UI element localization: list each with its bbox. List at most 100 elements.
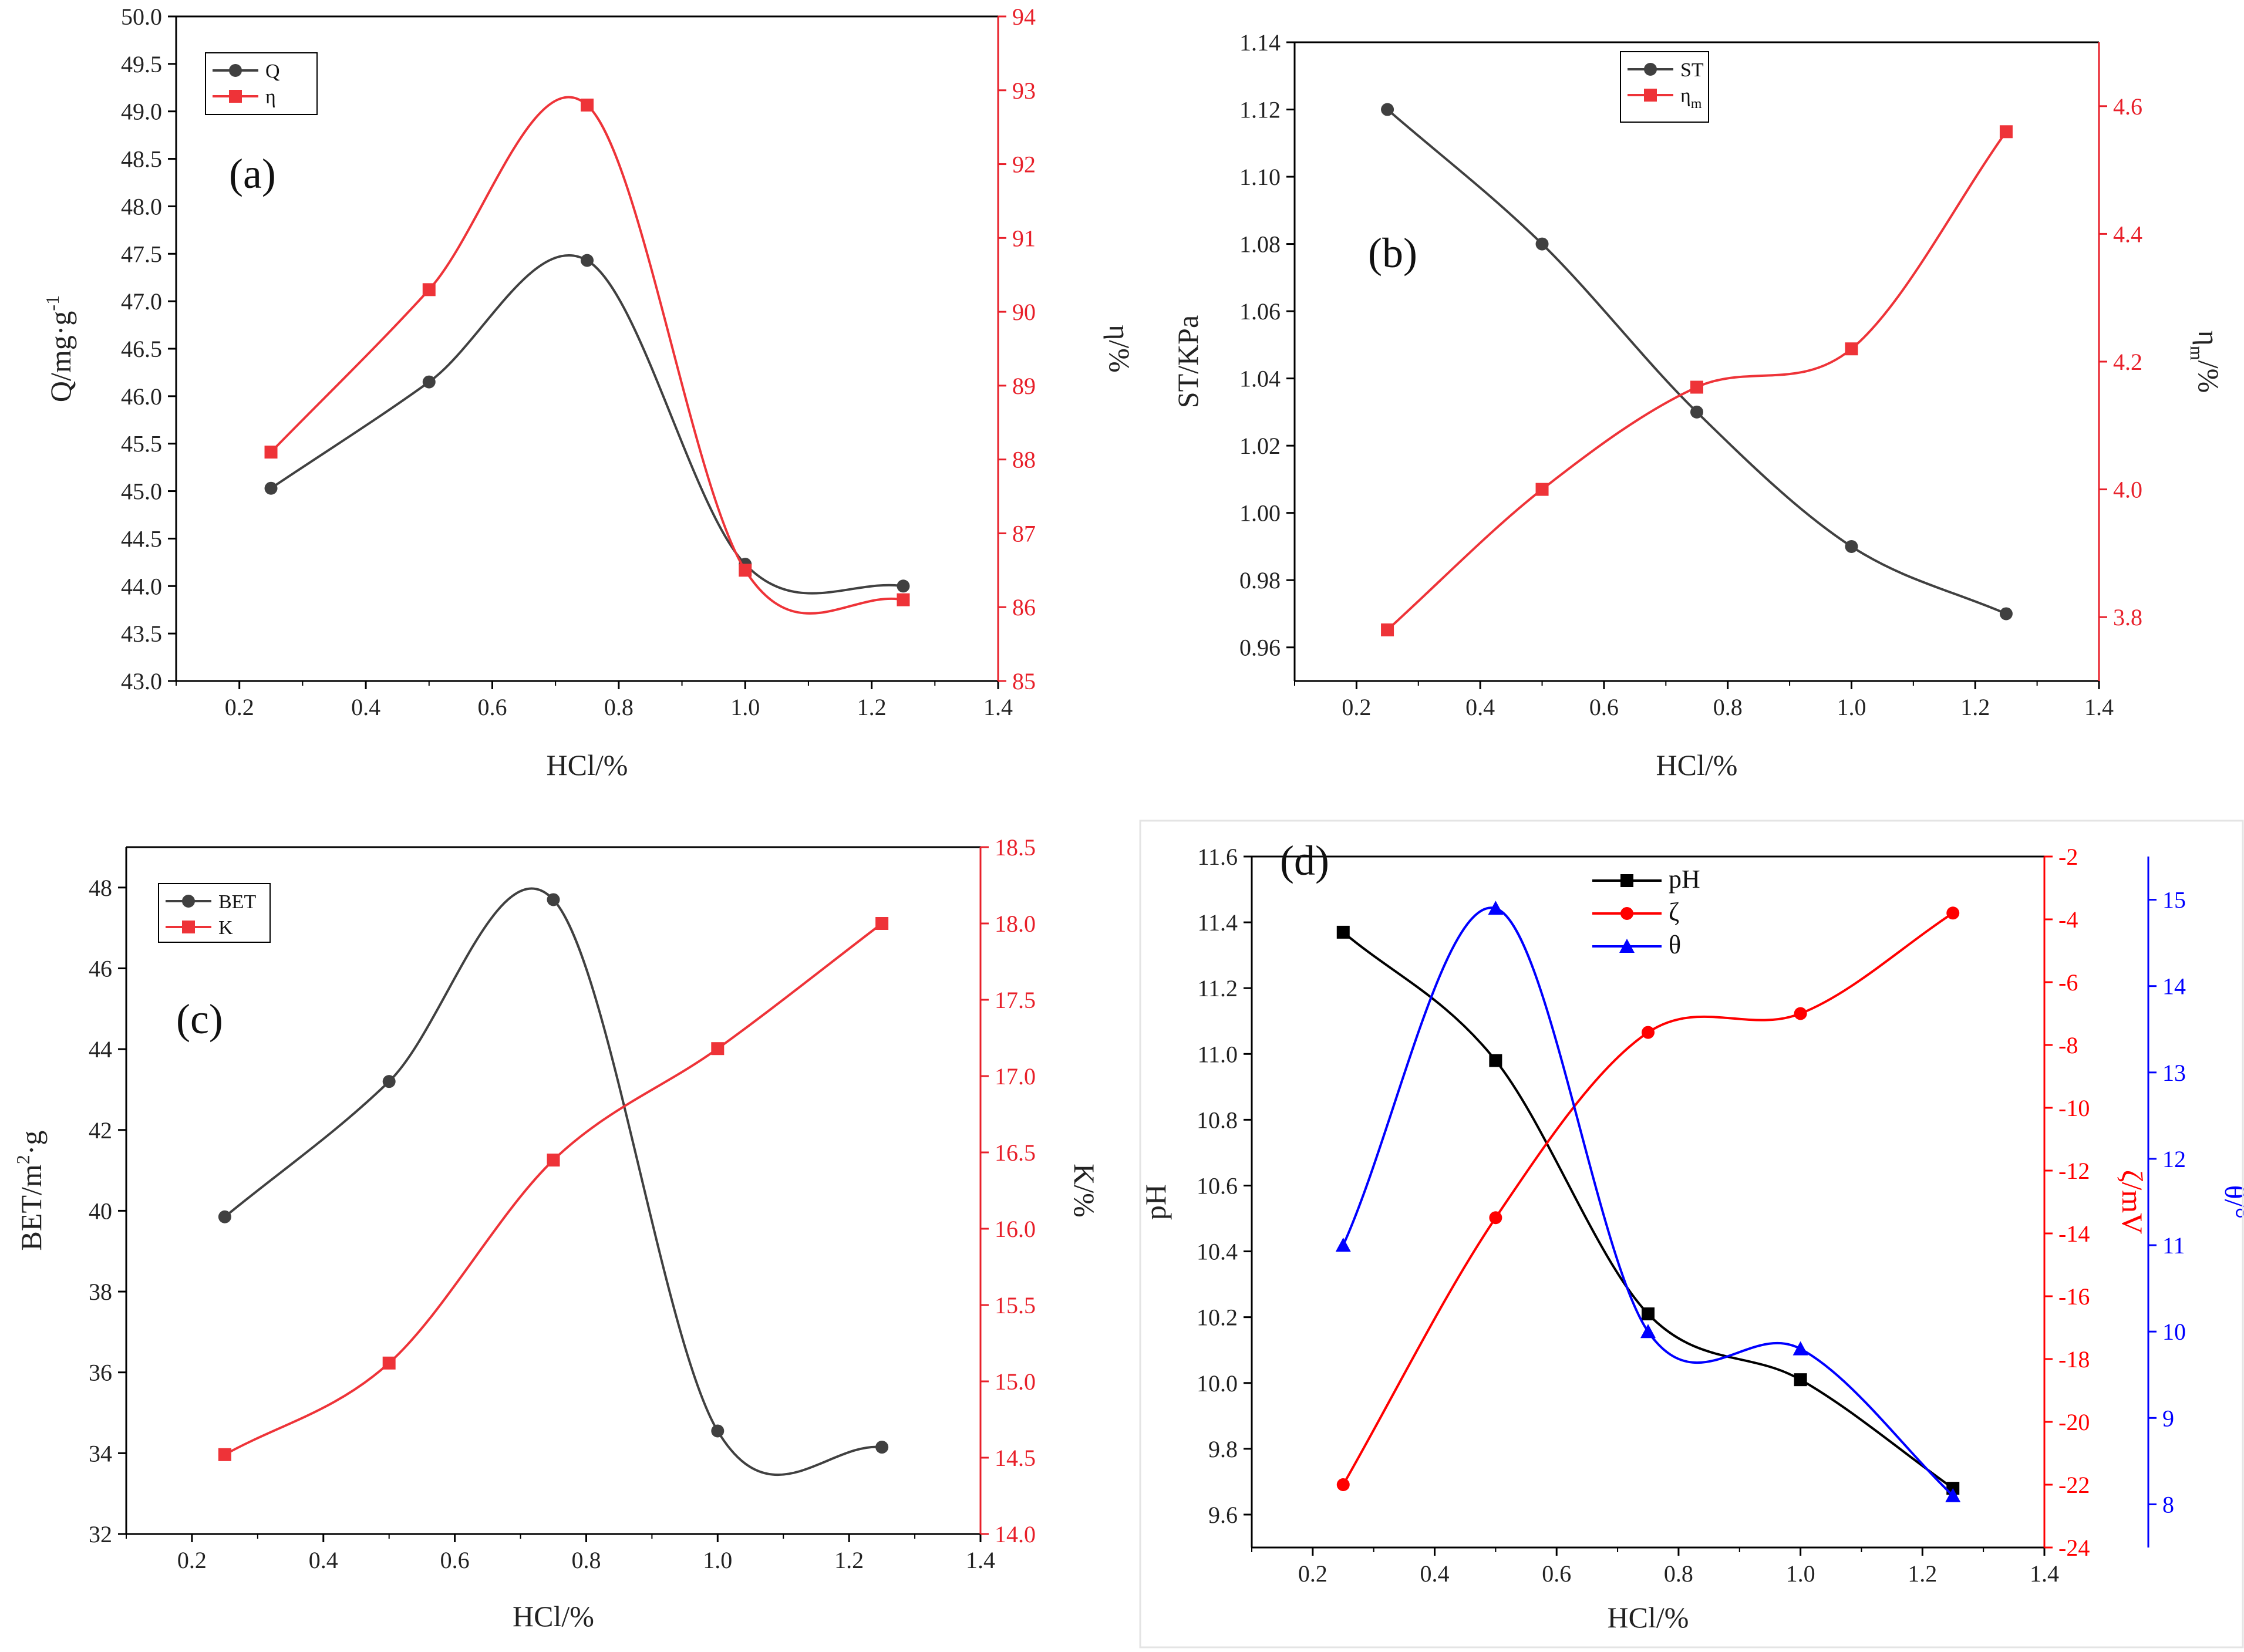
left-y-tick-label: 46.0	[121, 383, 162, 410]
right-y-tick-label-0: -10	[2058, 1095, 2090, 1121]
data-point-Q	[581, 254, 594, 267]
legend-label-text: η	[265, 86, 276, 108]
legend-marker	[1644, 89, 1657, 102]
left-y-tick-label: 46.5	[121, 336, 162, 362]
legend-label-text: K	[218, 917, 233, 939]
left-y-tick-label: 9.6	[1208, 1502, 1238, 1528]
legend-label: ηm	[1680, 85, 1702, 112]
data-point-ηm	[1999, 125, 2013, 139]
data-point-Q	[422, 375, 436, 389]
x-axis-label: HCl/%	[513, 1600, 594, 1633]
data-point-pH	[1794, 1373, 1807, 1387]
right-y-tick-label-0: -24	[2058, 1535, 2090, 1561]
left-y-tick-label: 43.0	[121, 668, 162, 694]
right-y-axis-label-0: K/%	[1068, 1164, 1101, 1218]
data-point-K	[218, 1448, 231, 1461]
chart-panel-c: 0.2 0.4 0.6 0.8 1.0 1.2 1.4 HCl/% 32 34 36 38 40 42 44…	[12, 834, 1101, 1633]
right-y-tick-label-0: -16	[2058, 1283, 2090, 1310]
right-y-axis-label-main: η	[2192, 331, 2225, 346]
right-y-tick-label-0: 4.0	[2113, 477, 2142, 503]
left-y-axis-label: BET/m2·g	[12, 1131, 48, 1251]
legend-label: Q	[265, 60, 280, 82]
data-point-ζ	[1794, 1007, 1807, 1020]
left-y-tick-label: 1.02	[1239, 433, 1281, 459]
data-point-η	[897, 593, 910, 606]
left-y-axis-label-rest: ·g	[15, 1131, 48, 1155]
data-point-ζ	[1946, 906, 1960, 920]
right-y-tick-label-0: 4.4	[2113, 221, 2142, 247]
right-y-tick-label-0: 89	[1012, 373, 1036, 399]
left-y-tick-label: 45.5	[121, 431, 162, 457]
series-line-BET	[224, 887, 882, 1476]
x-tick-label: 1.4	[966, 1547, 995, 1573]
left-y-tick-label: 40	[89, 1198, 112, 1224]
right-y-tick-label-1: 11	[2162, 1232, 2185, 1259]
right-y-tick-label-0: -18	[2058, 1346, 2090, 1373]
x-tick-label: 0.6	[440, 1547, 470, 1573]
data-point-θ	[1640, 1324, 1656, 1339]
legend-label: η	[265, 86, 276, 108]
left-y-tick-label: 48	[89, 875, 112, 901]
legend-marker	[1620, 907, 1633, 920]
panel-label: (a)	[229, 150, 276, 197]
x-axis-label: HCl/%	[1608, 1601, 1689, 1634]
legend-box	[158, 883, 271, 943]
left-y-tick-label: 46	[89, 955, 112, 982]
x-tick-label: 1.2	[857, 694, 887, 720]
data-point-θ	[1488, 901, 1504, 915]
legend-marker	[182, 921, 195, 933]
data-point-η	[739, 564, 752, 577]
left-y-tick-label: 0.98	[1239, 567, 1281, 594]
right-y-tick-label-0: 86	[1012, 594, 1036, 621]
left-y-tick-label: 48.0	[121, 193, 162, 220]
legend: pH ζθ	[1592, 865, 1700, 959]
right-y-tick-label-0: 94	[1012, 4, 1036, 30]
data-point-η	[581, 98, 594, 112]
right-y-tick-label-0: 87	[1012, 520, 1036, 547]
data-point-ηm	[1535, 483, 1549, 496]
left-y-tick-label: 47.0	[121, 288, 162, 315]
legend-label-text: ST	[1680, 59, 1704, 81]
right-y-tick-label-0: 15.0	[995, 1368, 1036, 1395]
data-point-BET	[875, 1441, 889, 1454]
right-y-axis-label-rest: /%	[2192, 360, 2225, 393]
right-y-tick-label-0: -4	[2058, 906, 2078, 933]
left-y-axis-label: Q/mg·g-1	[42, 295, 77, 402]
legend-marker	[182, 895, 195, 908]
legend-label: ST	[1680, 59, 1704, 81]
data-point-Q	[897, 579, 910, 593]
left-y-axis-label: ST/KPa	[1171, 315, 1204, 408]
data-point-θ	[1792, 1341, 1808, 1356]
right-y-tick-label-0: -12	[2058, 1158, 2090, 1184]
data-point-ζ	[1336, 1478, 1350, 1491]
legend-label: K	[218, 917, 233, 939]
x-tick-label: 0.4	[309, 1547, 338, 1573]
right-y-tick-label-0: 3.8	[2113, 604, 2142, 631]
legend-label-text: η	[1680, 85, 1691, 107]
left-y-tick-label: 9.8	[1208, 1436, 1238, 1462]
data-point-η	[422, 283, 436, 296]
data-point-η	[264, 446, 278, 459]
legend-marker	[1644, 63, 1657, 76]
left-y-tick-label: 1.00	[1239, 500, 1281, 527]
right-y-tick-label-0: 16.5	[995, 1139, 1036, 1166]
data-point-Q	[264, 481, 278, 495]
legend-label: pH	[1669, 865, 1700, 894]
data-point-ST	[1845, 540, 1858, 553]
panel-label: (d)	[1280, 837, 1329, 884]
right-y-tick-label-0: 18.5	[995, 834, 1036, 861]
left-y-tick-label: 11.2	[1197, 975, 1238, 1002]
right-y-tick-label-1: 15	[2162, 887, 2186, 913]
right-y-tick-label-1: 9	[2162, 1405, 2174, 1431]
left-y-axis-label-main: ST/KPa	[1171, 315, 1204, 408]
left-y-tick-label: 1.06	[1239, 298, 1281, 325]
left-y-tick-label: 42	[89, 1117, 112, 1144]
right-y-tick-label-0: 15.5	[995, 1292, 1036, 1319]
legend-label: ζ	[1669, 898, 1679, 926]
right-y-tick-label-1: 12	[2162, 1146, 2186, 1172]
x-tick-label: 0.4	[1420, 1560, 1450, 1587]
left-y-tick-label: 36	[89, 1360, 112, 1386]
x-tick-label: 1.2	[1908, 1560, 1937, 1587]
legend-marker	[229, 90, 242, 103]
x-tick-label: 1.0	[703, 1547, 732, 1573]
